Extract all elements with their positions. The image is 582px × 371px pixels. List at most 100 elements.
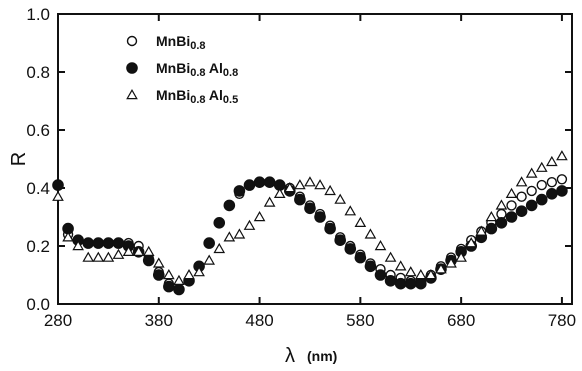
data-point: [283, 181, 296, 193]
data-point: [163, 280, 175, 293]
data-point: [414, 268, 427, 280]
data-point: [223, 231, 236, 242]
series-2: [52, 176, 568, 296]
data-point: [364, 228, 377, 239]
data-point: [82, 237, 95, 249]
data-point: [536, 179, 547, 191]
data-point: [394, 277, 407, 290]
data-point: [233, 228, 246, 239]
data-point: [344, 243, 357, 255]
legend-item: MnBi0.8 Al0.8: [126, 60, 238, 79]
legend-item: MnBi0.8 Al0.5: [126, 87, 238, 106]
y-tick-label: 0.0: [26, 295, 50, 314]
data-point: [525, 167, 538, 178]
data-point: [374, 269, 387, 281]
data-point: [213, 217, 226, 229]
legend-marker: [126, 88, 138, 100]
series-3: [52, 150, 568, 285]
data-point: [525, 199, 538, 212]
data-point: [193, 266, 205, 277]
data-point: [546, 155, 558, 167]
data-point: [273, 187, 286, 198]
legend-label-part: Al: [206, 87, 223, 103]
data-point: [556, 150, 568, 161]
x-axis-label: λ (nm): [285, 345, 337, 367]
data-point: [112, 237, 125, 249]
data-point: [102, 237, 115, 249]
data-point: [445, 257, 457, 268]
data-point: [515, 205, 528, 217]
x-tick-label: 380: [145, 311, 173, 330]
data-point: [92, 237, 105, 249]
data-point: [495, 217, 508, 229]
data-point: [304, 202, 316, 215]
data-point: [173, 283, 185, 296]
x-tick-label: 680: [447, 311, 475, 330]
legend-marker: [126, 62, 138, 74]
x-tick-label: 780: [548, 311, 576, 330]
data-point: [404, 266, 417, 277]
data-point: [82, 251, 95, 262]
data-point: [506, 200, 517, 211]
data-point: [535, 193, 548, 206]
data-point: [112, 248, 125, 259]
data-point: [102, 251, 115, 262]
legend-label-part: 0.5: [223, 94, 238, 106]
data-point: [546, 188, 558, 200]
data-point: [142, 245, 155, 256]
data-point: [334, 193, 347, 204]
data-point: [263, 196, 276, 207]
legend-label-part: MnBi: [156, 87, 190, 103]
data-point: [475, 225, 488, 236]
data-point: [52, 179, 64, 191]
data-point: [354, 216, 367, 227]
data-point: [233, 185, 246, 197]
data-point: [243, 219, 256, 230]
y-tick-label: 1.0: [26, 5, 50, 24]
data-point: [294, 193, 306, 206]
data-point: [546, 176, 558, 188]
legend-label-part: Al: [206, 60, 223, 76]
data-point: [415, 277, 427, 290]
data-point: [142, 254, 155, 267]
y-tick-label: 0.2: [26, 237, 50, 256]
data-point: [203, 254, 216, 265]
data-point: [556, 185, 568, 197]
data-point: [223, 199, 236, 212]
data-point: [505, 211, 518, 223]
plot-frame: [57, 13, 573, 305]
data-point: [122, 245, 135, 256]
data-point: [253, 210, 266, 222]
x-tick-label: 480: [245, 311, 273, 330]
legend-label-part: 0.8: [190, 67, 205, 79]
tick-labels: 280 380 480 580 680 780 0.0 0.2 0.4 0.6 0.8 1.0: [26, 5, 576, 330]
y-tick-label: 0.4: [26, 179, 50, 198]
legend-label-part: MnBi: [156, 33, 190, 49]
data-point: [163, 268, 175, 280]
axis-ticks: [57, 13, 572, 305]
data-point: [62, 231, 74, 242]
data-point: [213, 242, 226, 254]
x-axis-label-symbol: λ: [285, 345, 295, 367]
x-axis-label-unit: (nm): [307, 348, 337, 364]
data-point: [515, 176, 528, 187]
data-point: [354, 251, 367, 264]
y-axis-label: R: [8, 152, 30, 166]
data-point: [203, 237, 215, 249]
legend-item: MnBi0.8: [126, 33, 206, 52]
data-point: [152, 269, 165, 281]
data-point: [132, 245, 145, 256]
data-point: [425, 268, 437, 280]
data-point: [314, 179, 326, 190]
data-point: [72, 239, 84, 251]
data-point: [556, 174, 568, 185]
legend-label: MnBi0.8 Al0.5: [156, 87, 238, 106]
legend-label-part: 0.8: [190, 94, 205, 106]
x-tick-label: 280: [44, 311, 72, 330]
x-tick-label: 580: [346, 311, 374, 330]
data-point: [535, 161, 548, 172]
data-point: [465, 237, 478, 248]
data-points: [52, 150, 568, 296]
